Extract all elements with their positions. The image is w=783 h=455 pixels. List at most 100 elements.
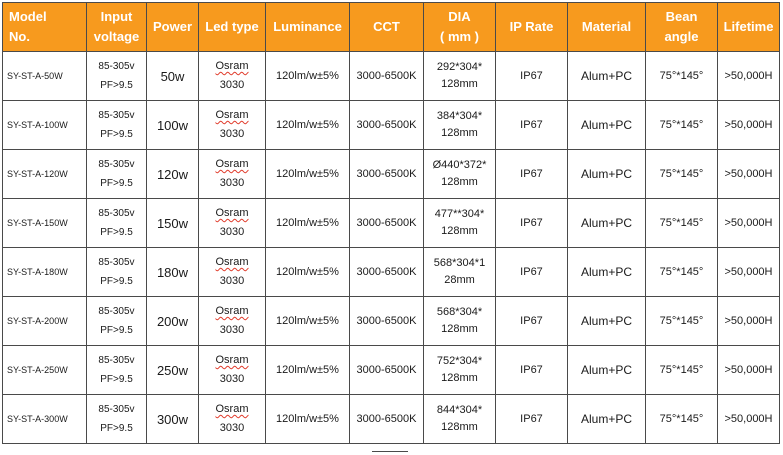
cell-lifetime: >50,000H	[717, 198, 780, 248]
cell-power: 50w	[146, 51, 199, 101]
cell-material: Alum+PC	[567, 394, 646, 444]
cell-lifetime: >50,000H	[717, 345, 780, 395]
header-model: Model No.	[2, 2, 87, 52]
cell-beam-angle: 75°*145°	[645, 296, 718, 346]
cell-lifetime: >50,000H	[717, 247, 780, 297]
cell-power: 180w	[146, 247, 199, 297]
cell-ip-rate: IP67	[495, 100, 568, 150]
cell-beam-angle: 75°*145°	[645, 100, 718, 150]
led-model: 3030	[219, 324, 245, 336]
led-brand: Osram	[215, 158, 249, 170]
cell-power: 250w	[146, 345, 199, 395]
cell-led-type: Osram 3030	[198, 198, 266, 248]
cell-lifetime: >50,000H	[717, 100, 780, 150]
led-model: 3030	[219, 128, 245, 140]
cell-luminance: 120lm/w±5%	[265, 100, 350, 150]
cell-material: Alum+PC	[567, 100, 646, 150]
cell-material: Alum+PC	[567, 149, 646, 199]
header-lifetime: Lifetime	[717, 2, 780, 52]
cell-dia: Ø440*372* 128mm	[423, 149, 496, 199]
header-material: Material	[567, 2, 646, 52]
cell-voltage: 85-305v PF>9.5	[86, 296, 147, 346]
led-brand: Osram	[215, 256, 249, 268]
cell-model: SY-ST-A-100W	[2, 100, 87, 150]
table-row: SY-ST-A-150W 85-305v PF>9.5 150w Osram 30…	[2, 198, 780, 248]
spec-table: Model No. Input voltage Power Led type L…	[2, 2, 780, 444]
cell-voltage: 85-305v PF>9.5	[86, 51, 147, 101]
header-led-type: Led type	[198, 2, 266, 52]
cell-material: Alum+PC	[567, 296, 646, 346]
cell-ip-rate: IP67	[495, 394, 568, 444]
cell-luminance: 120lm/w±5%	[265, 394, 350, 444]
cell-ip-rate: IP67	[495, 198, 568, 248]
cell-led-type: Osram 3030	[198, 100, 266, 150]
cell-power: 100w	[146, 100, 199, 150]
led-model: 3030	[219, 373, 245, 385]
cell-model: SY-ST-A-200W	[2, 296, 87, 346]
cell-cct: 3000-6500K	[349, 247, 424, 297]
table-row: SY-ST-A-120W 85-305v PF>9.5 120w Osram 30…	[2, 149, 780, 199]
cell-dia: 477**304* 128mm	[423, 198, 496, 248]
cell-beam-angle: 75°*145°	[645, 51, 718, 101]
header-dia: DIA ( mm )	[423, 2, 496, 52]
cell-beam-angle: 75°*145°	[645, 394, 718, 444]
cell-luminance: 120lm/w±5%	[265, 149, 350, 199]
cell-power: 200w	[146, 296, 199, 346]
table-row: SY-ST-A-300W 85-305v PF>9.5 300w Osram 30…	[2, 394, 780, 444]
led-model: 3030	[219, 422, 245, 434]
led-brand: Osram	[215, 207, 249, 219]
cell-power: 120w	[146, 149, 199, 199]
cell-dia: 568*304*1 28mm	[423, 247, 496, 297]
cell-model: SY-ST-A-250W	[2, 345, 87, 395]
cell-voltage: 85-305v PF>9.5	[86, 100, 147, 150]
cell-led-type: Osram 3030	[198, 247, 266, 297]
cell-cct: 3000-6500K	[349, 296, 424, 346]
cell-material: Alum+PC	[567, 345, 646, 395]
cell-dia: 844*304* 128mm	[423, 394, 496, 444]
table-row: SY-ST-A-100W 85-305v PF>9.5 100w Osram 30…	[2, 100, 780, 150]
cell-led-type: Osram 3030	[198, 394, 266, 444]
header-power: Power	[146, 2, 199, 52]
cell-cct: 3000-6500K	[349, 51, 424, 101]
cell-beam-angle: 75°*145°	[645, 247, 718, 297]
led-model: 3030	[219, 79, 245, 91]
cell-led-type: Osram 3030	[198, 51, 266, 101]
cell-voltage: 85-305v PF>9.5	[86, 247, 147, 297]
cell-led-type: Osram 3030	[198, 296, 266, 346]
led-model: 3030	[219, 226, 245, 238]
cell-lifetime: >50,000H	[717, 394, 780, 444]
cell-led-type: Osram 3030	[198, 345, 266, 395]
cell-material: Alum+PC	[567, 51, 646, 101]
table-row: SY-ST-A-180W 85-305v PF>9.5 180w Osram 30…	[2, 247, 780, 297]
cell-beam-angle: 75°*145°	[645, 198, 718, 248]
cell-dia: 568*304* 128mm	[423, 296, 496, 346]
cell-model: SY-ST-A-180W	[2, 247, 87, 297]
cell-voltage: 85-305v PF>9.5	[86, 345, 147, 395]
led-brand: Osram	[215, 354, 249, 366]
cell-ip-rate: IP67	[495, 51, 568, 101]
led-model: 3030	[219, 275, 245, 287]
cell-power: 150w	[146, 198, 199, 248]
cell-ip-rate: IP67	[495, 247, 568, 297]
cell-ip-rate: IP67	[495, 345, 568, 395]
table-header: Model No. Input voltage Power Led type L…	[2, 2, 780, 52]
cell-model: SY-ST-A-50W	[2, 51, 87, 101]
cell-lifetime: >50,000H	[717, 51, 780, 101]
cell-luminance: 120lm/w±5%	[265, 345, 350, 395]
cell-material: Alum+PC	[567, 198, 646, 248]
header-cct: CCT	[349, 2, 424, 52]
bottom-border-fragment	[372, 451, 408, 455]
cell-luminance: 120lm/w±5%	[265, 247, 350, 297]
cell-luminance: 120lm/w±5%	[265, 198, 350, 248]
cell-luminance: 120lm/w±5%	[265, 51, 350, 101]
table-body: SY-ST-A-50W 85-305v PF>9.5 50w Osram 3030…	[2, 51, 780, 444]
cell-model: SY-ST-A-150W	[2, 198, 87, 248]
cell-cct: 3000-6500K	[349, 198, 424, 248]
cell-power: 300w	[146, 394, 199, 444]
cell-cct: 3000-6500K	[349, 394, 424, 444]
cell-beam-angle: 75°*145°	[645, 345, 718, 395]
table-row: SY-ST-A-250W 85-305v PF>9.5 250w Osram 30…	[2, 345, 780, 395]
led-brand: Osram	[215, 109, 249, 121]
cell-cct: 3000-6500K	[349, 345, 424, 395]
cell-ip-rate: IP67	[495, 296, 568, 346]
